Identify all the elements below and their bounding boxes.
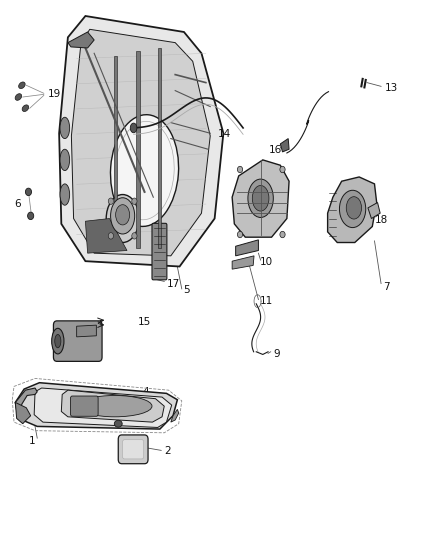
Ellipse shape — [22, 105, 28, 111]
Polygon shape — [171, 409, 179, 422]
Ellipse shape — [131, 123, 137, 133]
Text: 8: 8 — [100, 230, 107, 239]
Ellipse shape — [114, 420, 122, 427]
Ellipse shape — [132, 233, 137, 239]
Text: 17: 17 — [166, 279, 180, 288]
Text: 13: 13 — [385, 83, 398, 93]
Text: 15: 15 — [138, 318, 151, 327]
Text: 5: 5 — [183, 286, 190, 295]
Text: 12: 12 — [70, 347, 83, 357]
Ellipse shape — [106, 195, 139, 243]
Ellipse shape — [110, 198, 135, 234]
Polygon shape — [158, 48, 161, 248]
Polygon shape — [232, 160, 289, 237]
Ellipse shape — [132, 198, 137, 204]
Polygon shape — [136, 51, 140, 248]
FancyBboxPatch shape — [71, 396, 98, 416]
Polygon shape — [232, 256, 254, 269]
Ellipse shape — [237, 231, 243, 238]
Text: 11: 11 — [260, 296, 273, 306]
Ellipse shape — [110, 115, 179, 227]
Ellipse shape — [52, 328, 64, 354]
Text: 3: 3 — [101, 406, 108, 415]
Ellipse shape — [60, 184, 70, 205]
Text: 18: 18 — [374, 215, 388, 224]
Ellipse shape — [55, 335, 61, 348]
Ellipse shape — [248, 179, 273, 217]
Polygon shape — [71, 29, 210, 256]
Text: 14: 14 — [218, 130, 231, 139]
Ellipse shape — [108, 198, 113, 204]
Ellipse shape — [25, 188, 32, 196]
Ellipse shape — [237, 166, 243, 173]
Ellipse shape — [280, 166, 285, 173]
Polygon shape — [15, 402, 31, 424]
Ellipse shape — [346, 197, 362, 219]
Ellipse shape — [60, 117, 70, 139]
Text: 7: 7 — [383, 282, 390, 292]
Polygon shape — [114, 56, 117, 248]
Text: 6: 6 — [14, 199, 21, 208]
Text: 2: 2 — [164, 447, 171, 456]
FancyBboxPatch shape — [123, 440, 144, 459]
Ellipse shape — [28, 212, 34, 220]
Text: 16: 16 — [268, 146, 282, 155]
Text: 19: 19 — [48, 90, 61, 99]
Text: 10: 10 — [260, 257, 273, 267]
Polygon shape — [85, 219, 127, 253]
Ellipse shape — [108, 233, 113, 239]
Ellipse shape — [60, 149, 70, 171]
Text: 4: 4 — [142, 387, 149, 397]
Polygon shape — [77, 325, 96, 337]
Ellipse shape — [280, 231, 285, 238]
Polygon shape — [328, 177, 377, 243]
Ellipse shape — [19, 82, 25, 88]
Polygon shape — [236, 240, 258, 256]
FancyBboxPatch shape — [152, 223, 167, 280]
Polygon shape — [34, 388, 172, 427]
Polygon shape — [59, 16, 223, 266]
Polygon shape — [15, 383, 177, 429]
Ellipse shape — [339, 190, 366, 228]
Ellipse shape — [15, 94, 21, 100]
Polygon shape — [368, 203, 380, 219]
Ellipse shape — [78, 395, 152, 417]
Polygon shape — [61, 390, 164, 422]
Polygon shape — [68, 32, 94, 48]
Text: 9: 9 — [273, 350, 280, 359]
Polygon shape — [15, 388, 37, 413]
Polygon shape — [280, 139, 289, 152]
Ellipse shape — [252, 185, 269, 211]
Ellipse shape — [116, 205, 130, 225]
Text: 1: 1 — [28, 437, 35, 446]
FancyBboxPatch shape — [53, 321, 102, 361]
FancyBboxPatch shape — [118, 435, 148, 464]
